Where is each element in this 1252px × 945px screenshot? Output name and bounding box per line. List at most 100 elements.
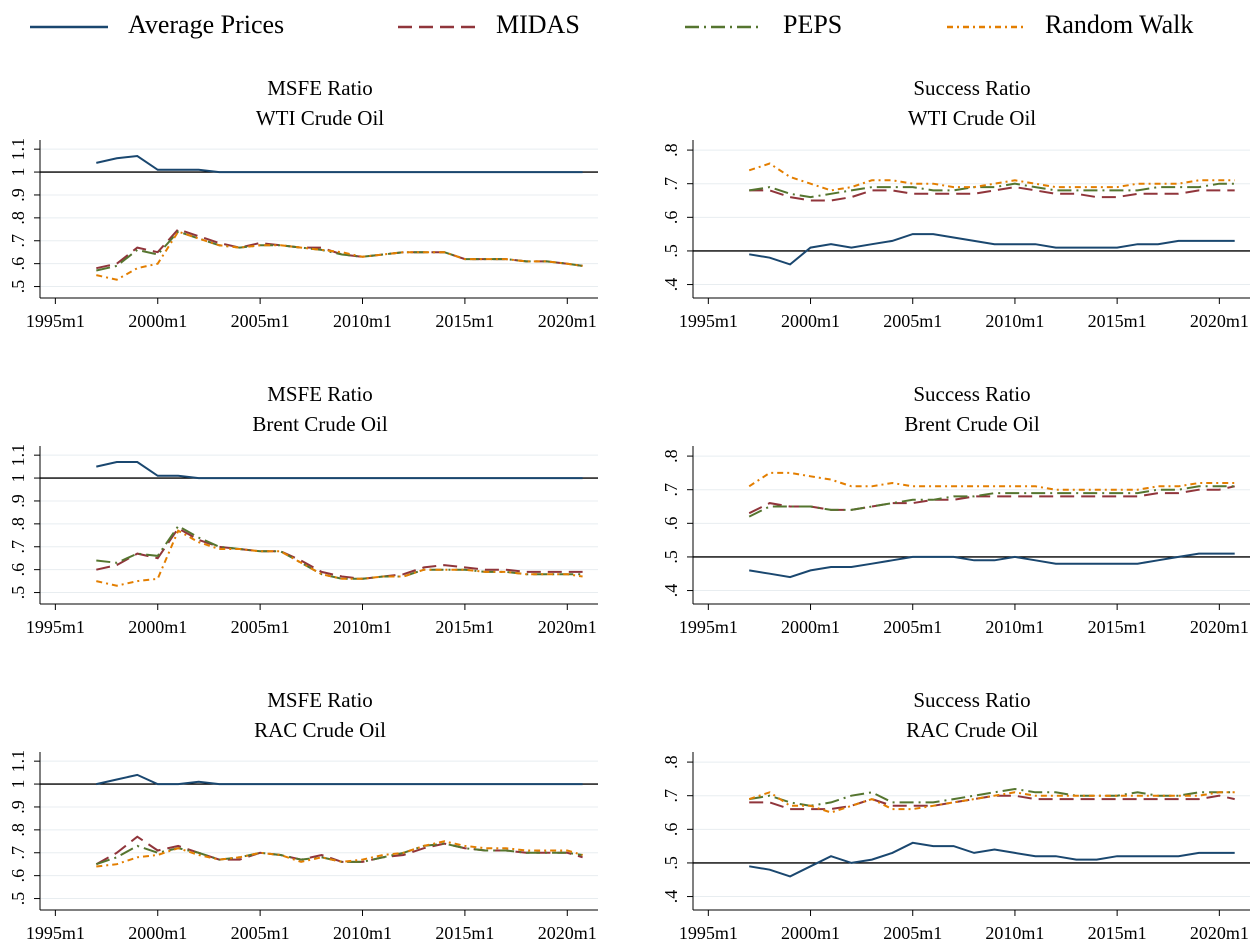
series-line (749, 787, 1235, 807)
y-tick-label: .8 (8, 517, 28, 531)
series-line (96, 230, 583, 281)
chart-title: MSFE Ratio (267, 688, 373, 712)
x-tick-label: 2020m1 (1190, 923, 1249, 943)
y-tick-label: .4 (661, 584, 681, 598)
x-tick-label: 2010m1 (333, 617, 392, 637)
chart-subtitle: RAC Crude Oil (254, 718, 386, 742)
legend-label: MIDAS (496, 10, 580, 39)
x-tick-label: 2015m1 (435, 311, 494, 331)
chart-title: MSFE Ratio (267, 382, 373, 406)
y-tick-label: .9 (8, 800, 28, 814)
series-line (96, 228, 583, 270)
chart-subtitle: WTI Crude Oil (256, 106, 384, 130)
chart-title: Success Ratio (913, 382, 1030, 406)
chart-subtitle: Brent Crude Oil (252, 412, 387, 436)
x-tick-label: 2005m1 (883, 617, 942, 637)
series-line (749, 186, 1235, 202)
x-tick-label: 2020m1 (538, 311, 597, 331)
y-tick-label: .8 (8, 211, 28, 225)
x-tick-label: 2000m1 (781, 311, 840, 331)
x-tick-label: 1995m1 (679, 311, 738, 331)
series-line (96, 773, 583, 786)
series-line (749, 182, 1235, 199)
x-tick-label: 2010m1 (985, 617, 1044, 637)
y-tick-label: .7 (661, 483, 681, 497)
y-tick-label: .9 (8, 188, 28, 202)
x-tick-label: 1995m1 (26, 617, 85, 637)
y-tick-label: 1.1 (8, 750, 28, 773)
y-tick-label: 1 (8, 474, 28, 483)
x-tick-label: 2020m1 (1190, 311, 1249, 331)
y-tick-label: .7 (8, 846, 28, 860)
x-tick-label: 2015m1 (1088, 311, 1147, 331)
series-line (96, 529, 583, 587)
y-tick-label: .5 (661, 550, 681, 564)
x-tick-label: 1995m1 (26, 923, 85, 943)
legend-label: Random Walk (1045, 10, 1193, 39)
series-line (748, 485, 1235, 518)
series-line (96, 230, 583, 272)
y-tick-label: .5 (661, 244, 681, 257)
x-tick-label: 2005m1 (231, 311, 290, 331)
y-tick-label: .7 (661, 177, 681, 191)
chart-subtitle: WTI Crude Oil (908, 106, 1036, 130)
x-tick-label: 2005m1 (231, 617, 290, 637)
series-line (749, 794, 1235, 811)
y-tick-label: .8 (661, 755, 681, 769)
y-tick-label: 1.1 (8, 444, 28, 467)
y-tick-label: .7 (661, 789, 681, 803)
x-tick-label: 1995m1 (679, 923, 738, 943)
y-tick-label: .6 (8, 257, 28, 271)
legend-label: PEPS (783, 10, 842, 39)
y-tick-label: .4 (661, 890, 681, 904)
series-line (748, 791, 1235, 814)
x-tick-label: 2005m1 (883, 311, 942, 331)
y-tick-label: .4 (661, 278, 681, 292)
series-line (96, 154, 583, 174)
x-tick-label: 2020m1 (538, 923, 597, 943)
series-line (748, 471, 1235, 491)
x-tick-label: 2005m1 (231, 923, 290, 943)
y-tick-label: .5 (8, 586, 28, 600)
y-tick-label: .8 (661, 449, 681, 463)
legend-label: Average Prices (128, 10, 284, 39)
y-tick-label: 1.1 (8, 138, 28, 161)
series-line (96, 527, 583, 580)
x-tick-label: 2000m1 (781, 617, 840, 637)
y-tick-label: .5 (661, 856, 681, 870)
series-line (749, 552, 1235, 579)
y-tick-label: .8 (661, 143, 681, 157)
y-tick-label: .5 (8, 892, 28, 906)
y-tick-label: 1 (8, 168, 28, 177)
x-tick-label: 2015m1 (1088, 617, 1147, 637)
chart-subtitle: RAC Crude Oil (906, 718, 1038, 742)
x-tick-label: 2010m1 (333, 311, 392, 331)
y-tick-label: .6 (661, 517, 681, 531)
y-tick-label: .7 (8, 234, 28, 248)
x-tick-label: 2000m1 (128, 923, 187, 943)
y-tick-label: .6 (661, 823, 681, 837)
series-line (749, 841, 1235, 878)
x-tick-label: 2000m1 (128, 311, 187, 331)
chart-title: Success Ratio (913, 76, 1030, 100)
y-tick-label: .8 (8, 823, 28, 837)
series-line (96, 461, 583, 480)
y-tick-label: .6 (661, 211, 681, 225)
x-tick-label: 2015m1 (1088, 923, 1147, 943)
x-tick-label: 1995m1 (26, 311, 85, 331)
y-tick-label: .6 (8, 563, 28, 577)
y-tick-label: .5 (8, 280, 28, 294)
chart-title: Success Ratio (913, 688, 1030, 712)
x-tick-label: 2010m1 (985, 311, 1044, 331)
x-tick-label: 2010m1 (333, 923, 392, 943)
series-line (749, 233, 1235, 266)
x-tick-label: 1995m1 (679, 617, 738, 637)
x-tick-label: 2000m1 (128, 617, 187, 637)
y-tick-label: .6 (8, 869, 28, 883)
x-tick-label: 2020m1 (538, 617, 597, 637)
x-tick-label: 2000m1 (781, 923, 840, 943)
chart-title: MSFE Ratio (267, 76, 373, 100)
y-tick-label: 1 (8, 780, 28, 789)
